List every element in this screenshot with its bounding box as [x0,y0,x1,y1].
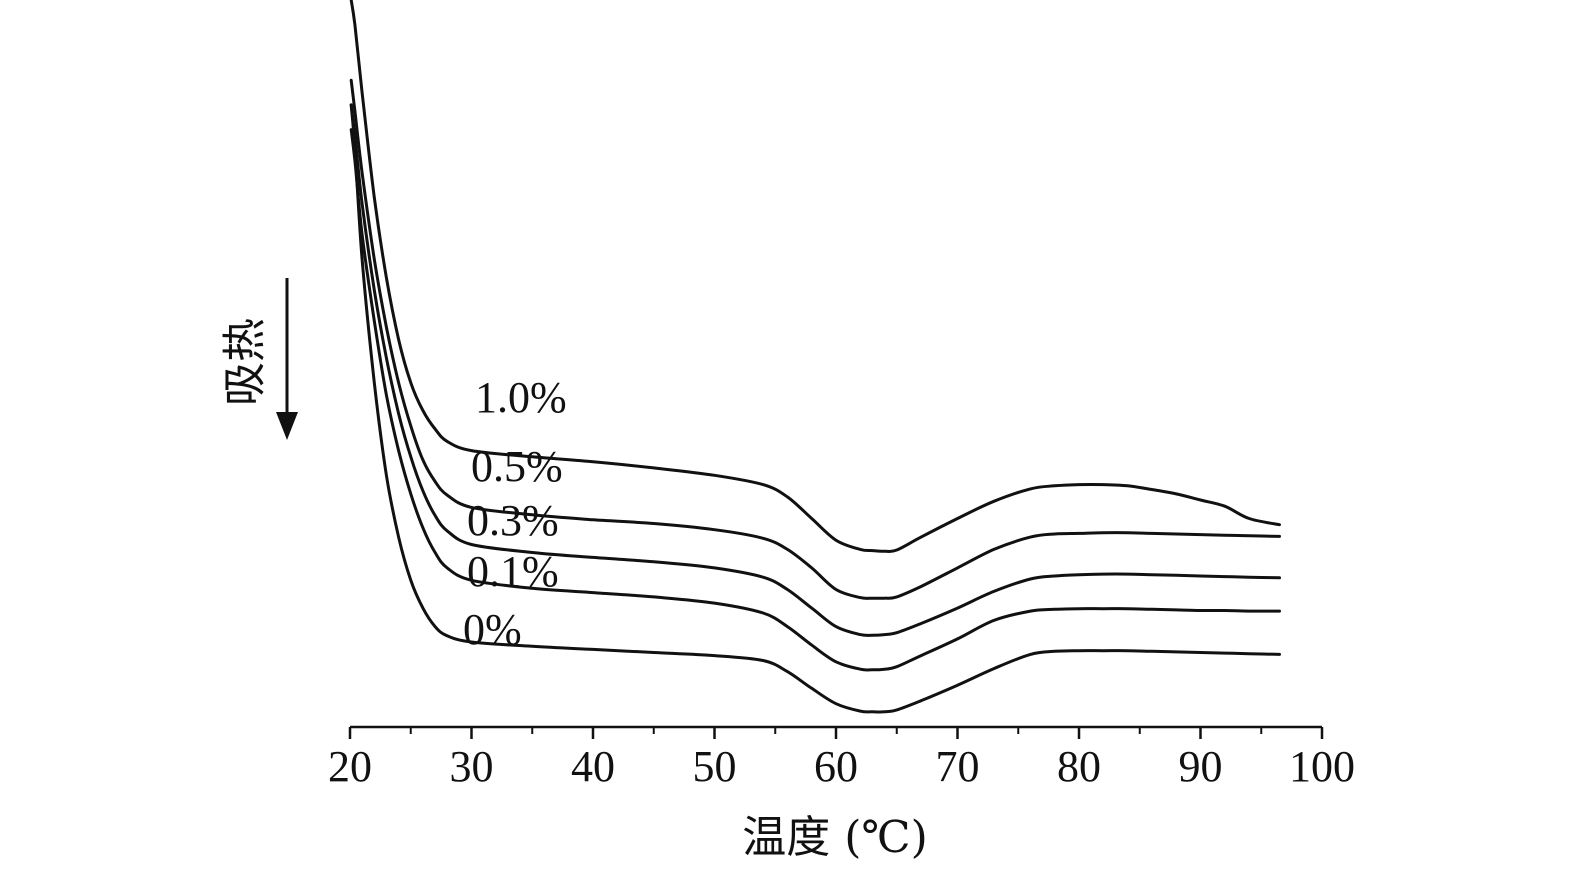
x-tick-label: 40 [571,742,615,791]
x-axis: 20 30 40 50 60 70 80 90 100 [328,725,1355,791]
series-labels-group: 1.0% 0.5% 0.3%0.1% 0% [463,373,567,654]
series-label-0: 0% [463,605,522,654]
x-tick-label: 60 [814,742,858,791]
x-tick-label: 80 [1057,742,1101,791]
endotherm-indicator: 吸热 [220,278,298,440]
series-label-0-1: 0.1% [467,547,559,596]
series-label-0-3: 0.3% [467,496,559,545]
series-label-1-0: 1.0% [475,373,567,422]
series-line-0-5 [349,78,1281,600]
x-tick-label: 100 [1289,742,1355,791]
y-axis-label: 吸热 [220,318,271,406]
down-arrow-icon [276,412,298,440]
x-tick-label: 30 [450,742,494,791]
series-line-0-1 [349,128,1281,672]
series-label-0-5: 0.5% [471,442,563,491]
curves-group [349,0,1281,714]
x-tick-label: 50 [693,742,737,791]
x-tick-label: 70 [936,742,980,791]
series-line-1-0 [349,0,1281,554]
series-line-0 [349,103,1281,714]
x-tick-label: 20 [328,742,372,791]
x-axis-title: 温度 (℃) [742,812,928,863]
x-tick-label: 90 [1179,742,1223,791]
series-line-0-3 [349,103,1281,637]
